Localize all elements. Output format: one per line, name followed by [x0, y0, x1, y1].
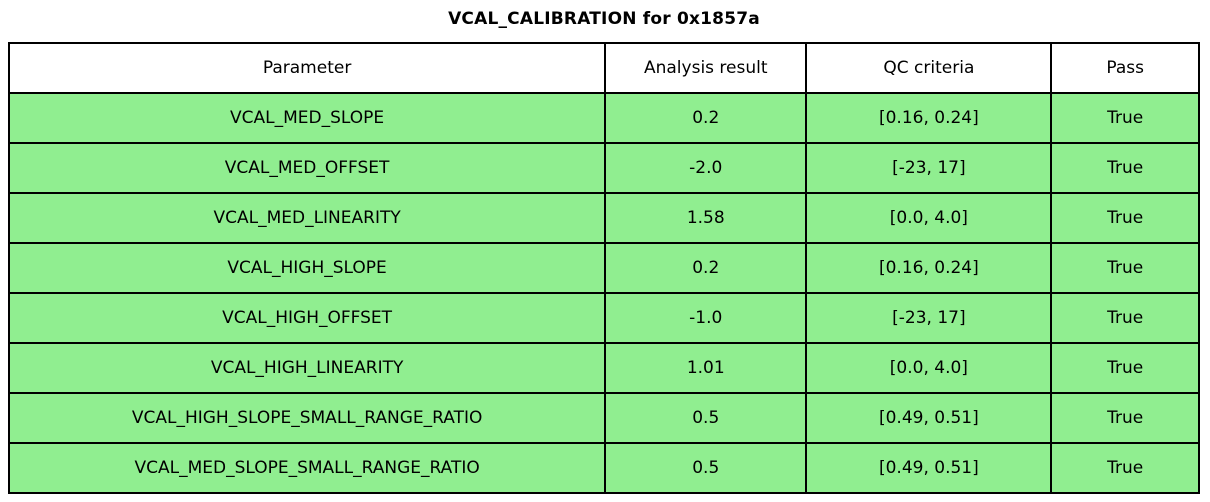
cell-parameter: VCAL_HIGH_LINEARITY: [7, 342, 607, 394]
cell-parameter: VCAL_MED_SLOPE: [7, 92, 607, 144]
table-row: VCAL_HIGH_SLOPE 0.2 [0.16, 0.24] True: [7, 242, 1200, 294]
cell-parameter: VCAL_MED_SLOPE_SMALL_RANGE_RATIO: [7, 442, 607, 494]
cell-criteria: [-23, 17]: [805, 292, 1053, 344]
table-row: VCAL_MED_OFFSET -2.0 [-23, 17] True: [7, 142, 1200, 194]
cell-pass: True: [1050, 142, 1200, 194]
cell-pass: True: [1050, 342, 1200, 394]
cell-parameter: VCAL_HIGH_SLOPE_SMALL_RANGE_RATIO: [7, 392, 607, 444]
cell-pass: True: [1050, 292, 1200, 344]
cell-pass: True: [1050, 192, 1200, 244]
cell-criteria: [0.49, 0.51]: [805, 392, 1053, 444]
table-row: VCAL_HIGH_LINEARITY 1.01 [0.0, 4.0] True: [7, 342, 1200, 394]
cell-parameter: VCAL_HIGH_OFFSET: [7, 292, 607, 344]
table-row: VCAL_MED_LINEARITY 1.58 [0.0, 4.0] True: [7, 192, 1200, 244]
cell-result: 0.5: [604, 442, 808, 494]
cell-criteria: [0.0, 4.0]: [805, 192, 1053, 244]
cell-criteria: [0.16, 0.24]: [805, 242, 1053, 294]
column-header-parameter: Parameter: [7, 42, 607, 94]
cell-parameter: VCAL_MED_LINEARITY: [7, 192, 607, 244]
cell-pass: True: [1050, 442, 1200, 494]
cell-pass: True: [1050, 392, 1200, 444]
table-row: VCAL_MED_SLOPE_SMALL_RANGE_RATIO 0.5 [0.…: [7, 442, 1200, 494]
cell-criteria: [0.16, 0.24]: [805, 92, 1053, 144]
cell-result: 0.5: [604, 392, 808, 444]
cell-pass: True: [1050, 242, 1200, 294]
column-header-pass: Pass: [1050, 42, 1200, 94]
column-header-qc-criteria: QC criteria: [805, 42, 1053, 94]
table-row: VCAL_HIGH_OFFSET -1.0 [-23, 17] True: [7, 292, 1200, 344]
cell-parameter: VCAL_MED_OFFSET: [7, 142, 607, 194]
cell-result: 0.2: [604, 92, 808, 144]
qc-results-table: Parameter Analysis result QC criteria Pa…: [7, 42, 1200, 494]
table-row: VCAL_MED_SLOPE 0.2 [0.16, 0.24] True: [7, 92, 1200, 144]
cell-parameter: VCAL_HIGH_SLOPE: [7, 242, 607, 294]
table-row: VCAL_HIGH_SLOPE_SMALL_RANGE_RATIO 0.5 [0…: [7, 392, 1200, 444]
cell-pass: True: [1050, 92, 1200, 144]
page-title: VCAL_CALIBRATION for 0x1857a: [448, 9, 760, 29]
cell-result: 0.2: [604, 242, 808, 294]
column-header-analysis-result: Analysis result: [604, 42, 808, 94]
cell-result: 1.01: [604, 342, 808, 394]
cell-result: -2.0: [604, 142, 808, 194]
cell-criteria: [0.0, 4.0]: [805, 342, 1053, 394]
cell-criteria: [0.49, 0.51]: [805, 442, 1053, 494]
cell-result: 1.58: [604, 192, 808, 244]
cell-criteria: [-23, 17]: [805, 142, 1053, 194]
cell-result: -1.0: [604, 292, 808, 344]
table-header-row: Parameter Analysis result QC criteria Pa…: [7, 42, 1200, 94]
